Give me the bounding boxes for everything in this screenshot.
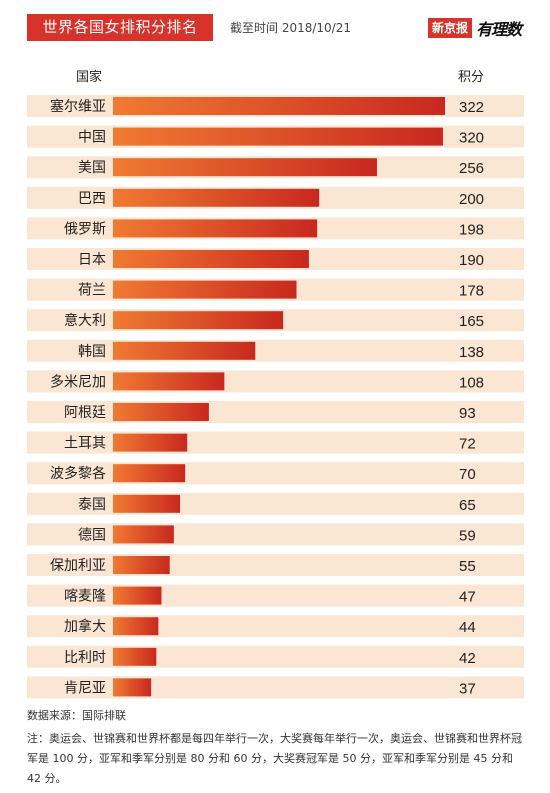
category-label: 土耳其 bbox=[64, 436, 106, 452]
bar bbox=[113, 280, 297, 299]
bar bbox=[113, 311, 284, 330]
value-label: 256 bbox=[459, 160, 484, 177]
category-label: 加拿大 bbox=[64, 618, 106, 635]
bar bbox=[113, 188, 320, 207]
category-label: 保加利亚 bbox=[50, 558, 106, 574]
value-label: 42 bbox=[459, 650, 476, 667]
bar bbox=[113, 97, 445, 115]
bar bbox=[113, 341, 256, 360]
bar bbox=[113, 433, 188, 452]
country-column-header: 国家 bbox=[76, 70, 103, 85]
category-label: 阿根廷 bbox=[64, 405, 106, 421]
value-label: 108 bbox=[459, 374, 484, 391]
footnote: 注：奥运会、世锦赛和世界杯都是每四年举行一次，大奖赛每年举行一次，奥运会、世锦赛… bbox=[27, 732, 522, 785]
data-source: 数据来源：国际排联 bbox=[27, 709, 126, 722]
bar bbox=[113, 647, 157, 666]
value-label: 320 bbox=[459, 130, 484, 147]
brand-logo: 新京报 有理数 bbox=[428, 17, 522, 39]
row-background bbox=[27, 676, 524, 699]
value-label: 165 bbox=[459, 313, 484, 330]
value-label: 70 bbox=[459, 466, 476, 483]
value-label: 93 bbox=[459, 405, 476, 422]
category-label: 德国 bbox=[78, 527, 106, 543]
category-label: 日本 bbox=[78, 252, 106, 268]
bar bbox=[113, 617, 159, 636]
bar bbox=[113, 525, 174, 544]
bar-chart: 塞尔维亚 322 中国 320 美国 256 巴西 200 俄罗斯 198 日本 190 荷兰 178 意大… bbox=[27, 95, 524, 699]
category-label: 波多黎各 bbox=[50, 465, 106, 482]
value-label: 47 bbox=[459, 589, 476, 606]
category-label: 中国 bbox=[78, 130, 106, 146]
bar bbox=[113, 403, 209, 421]
category-label: 巴西 bbox=[78, 191, 106, 207]
category-label: 美国 bbox=[78, 160, 106, 176]
bar bbox=[113, 464, 186, 483]
value-label: 44 bbox=[459, 619, 476, 636]
value-label: 59 bbox=[459, 527, 476, 544]
value-label: 72 bbox=[459, 436, 476, 453]
bar bbox=[113, 678, 152, 697]
chart-title: 世界各国女排积分排名 bbox=[27, 14, 213, 41]
category-label: 俄罗斯 bbox=[64, 221, 106, 237]
value-label: 178 bbox=[459, 283, 484, 300]
bar bbox=[113, 494, 181, 513]
category-label: 韩国 bbox=[78, 344, 106, 360]
bar bbox=[113, 556, 170, 574]
value-label: 65 bbox=[459, 497, 476, 514]
brand-logo-box: 新京报 bbox=[428, 18, 473, 38]
bar bbox=[113, 250, 309, 268]
category-label: 肯尼亚 bbox=[64, 680, 106, 696]
value-label: 37 bbox=[459, 680, 476, 697]
category-label: 比利时 bbox=[64, 650, 106, 666]
bar bbox=[113, 372, 225, 391]
bar bbox=[113, 586, 162, 605]
bar bbox=[113, 219, 318, 238]
bar bbox=[113, 127, 443, 146]
bar bbox=[113, 158, 377, 177]
value-label: 138 bbox=[459, 344, 484, 361]
value-label: 190 bbox=[459, 252, 484, 269]
category-label: 荷兰 bbox=[78, 283, 106, 299]
category-label: 意大利 bbox=[64, 312, 106, 329]
date-label: 截至时间 2018/10/21 bbox=[230, 21, 351, 35]
brand-logo-script: 有理数 bbox=[476, 20, 522, 39]
category-label: 多米尼加 bbox=[50, 373, 106, 390]
category-label: 塞尔维亚 bbox=[50, 98, 106, 115]
value-label: 198 bbox=[459, 221, 484, 238]
points-column-header: 积分 bbox=[458, 70, 485, 85]
category-label: 泰国 bbox=[78, 497, 106, 513]
value-label: 55 bbox=[459, 558, 476, 575]
value-label: 200 bbox=[459, 191, 484, 208]
value-label: 322 bbox=[459, 99, 484, 116]
category-label: 喀麦隆 bbox=[64, 589, 106, 605]
